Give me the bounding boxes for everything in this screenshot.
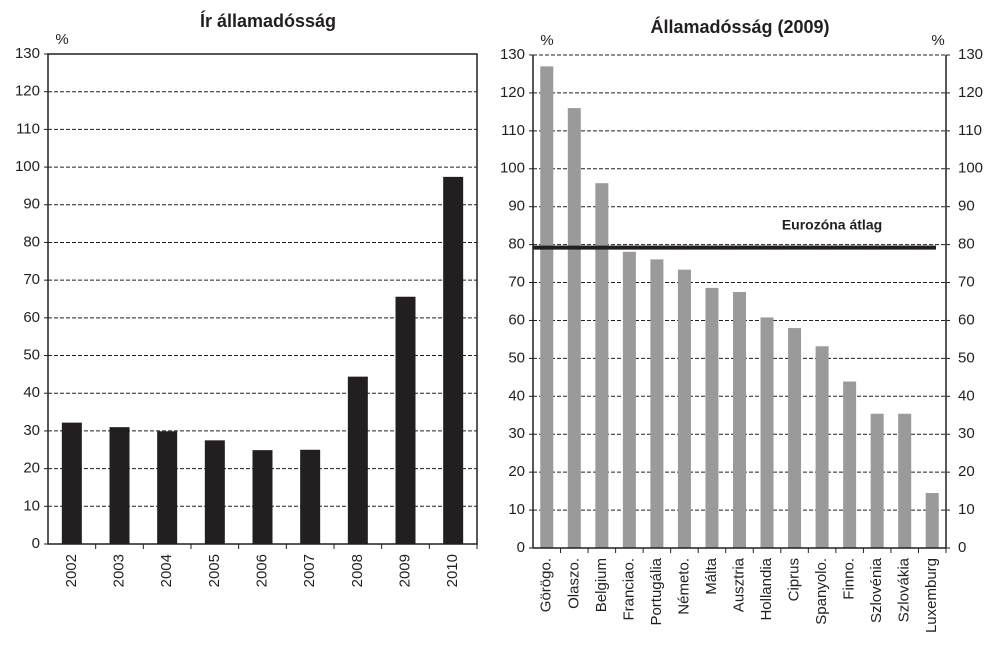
- bar: [595, 183, 609, 548]
- y-tick-label: 130: [15, 45, 40, 62]
- y2-tick-label: 50: [958, 349, 975, 366]
- y-axis-label: %: [55, 31, 68, 48]
- x-tick-label: Görögo.: [538, 558, 555, 612]
- y2-tick-label: 80: [958, 236, 975, 253]
- y-tick-label: 80: [23, 233, 40, 250]
- bar: [650, 259, 664, 548]
- y2-tick-label: 0: [958, 539, 966, 556]
- y-tick-label: 20: [508, 463, 525, 480]
- bar: [898, 413, 912, 548]
- y-tick-label: 120: [15, 83, 40, 100]
- bar: [622, 251, 636, 548]
- y2-tick-label: 110: [958, 122, 982, 139]
- bar: [843, 381, 857, 548]
- x-tick-label: 2002: [63, 554, 80, 587]
- bar: [733, 292, 746, 548]
- x-tick-label: Hollandia: [758, 557, 775, 620]
- bar: [157, 431, 178, 544]
- bar: [540, 66, 554, 548]
- y2-tick-label: 30: [958, 425, 975, 442]
- bar: [815, 346, 829, 548]
- x-tick-label: 2007: [301, 554, 318, 587]
- y-tick-label: 60: [23, 309, 40, 326]
- y2-tick-label: 120: [958, 84, 983, 101]
- chart-title: Államadósság (2009): [650, 16, 829, 37]
- x-tick-label: Németo.: [675, 558, 692, 615]
- x-tick-label: 2004: [158, 554, 175, 587]
- x-tick-label: 2006: [253, 554, 270, 587]
- y-tick-label: 40: [508, 387, 525, 404]
- annotation: Eurozóna átlag: [782, 216, 882, 232]
- chart-title: Ír államadósság: [200, 10, 336, 31]
- y-tick-label: 70: [508, 274, 525, 291]
- y2-tick-label: 130: [958, 46, 983, 63]
- bar: [677, 269, 691, 548]
- y-tick-label: 30: [23, 422, 40, 439]
- x-tick-label: 2008: [349, 554, 366, 587]
- y-axis-label: %: [540, 32, 553, 49]
- y-tick-label: 100: [15, 158, 40, 175]
- x-tick-label: 2010: [444, 554, 461, 587]
- y-tick-label: 120: [500, 84, 525, 101]
- bar: [61, 422, 82, 544]
- y-tick-label: 70: [23, 271, 40, 288]
- x-tick-label: Finno.: [841, 558, 858, 600]
- y-tick-label: 50: [508, 349, 525, 366]
- y-tick-label: 10: [508, 501, 525, 518]
- y-tick-label: 10: [23, 497, 40, 514]
- bar: [204, 440, 225, 544]
- x-tick-label: Szlovákia: [896, 557, 913, 622]
- y-tick-label: 80: [508, 236, 525, 253]
- x-tick-label: 2009: [396, 554, 413, 587]
- y2-tick-label: 40: [958, 387, 975, 404]
- y-tick-label: 50: [23, 347, 40, 364]
- bar: [252, 450, 273, 544]
- x-tick-label: Franciao.: [620, 558, 637, 621]
- y-tick-label: 0: [32, 535, 40, 552]
- y-tick-label: 100: [500, 160, 525, 177]
- y-tick-label: 0: [517, 539, 525, 556]
- y2-tick-label: 60: [958, 311, 975, 328]
- bar: [760, 317, 774, 548]
- y-tick-label: 90: [508, 198, 525, 215]
- bar: [443, 176, 464, 544]
- x-tick-label: Belgium: [593, 558, 610, 612]
- bar: [788, 328, 802, 548]
- x-tick-label: Spanyolo.: [813, 558, 830, 625]
- y-tick-label: 110: [16, 120, 40, 137]
- y-tick-label: 110: [501, 122, 525, 139]
- y-tick-label: 20: [23, 460, 40, 477]
- y2-tick-label: 70: [958, 274, 975, 291]
- bar: [925, 493, 939, 548]
- x-tick-label: 2003: [110, 554, 127, 587]
- x-tick-label: Szlovénia: [868, 557, 885, 623]
- plot-frame: [47, 53, 478, 545]
- x-tick-label: Olaszo.: [565, 558, 582, 609]
- bar: [870, 413, 884, 548]
- x-tick-label: Luxemburg: [923, 558, 940, 633]
- y-tick-label: 130: [500, 46, 525, 63]
- bar: [395, 296, 416, 544]
- bar: [567, 108, 581, 548]
- x-tick-label: Portugália: [648, 557, 665, 625]
- y-tick-label: 30: [508, 425, 525, 442]
- x-tick-label: Ciprus: [786, 558, 803, 601]
- x-tick-label: 2005: [206, 554, 223, 587]
- bar: [347, 376, 368, 544]
- x-tick-label: Málta: [703, 557, 720, 594]
- y2-axis-label: %: [931, 32, 944, 49]
- y2-tick-label: 90: [958, 198, 975, 215]
- bar: [705, 287, 719, 548]
- bar: [109, 427, 130, 544]
- y2-tick-label: 10: [958, 501, 975, 518]
- y2-tick-label: 20: [958, 463, 975, 480]
- y-tick-label: 90: [23, 196, 40, 213]
- x-tick-label: Ausztria: [730, 557, 747, 612]
- y-tick-label: 60: [508, 311, 525, 328]
- y2-tick-label: 100: [958, 160, 983, 177]
- bar: [300, 449, 321, 544]
- y-tick-label: 40: [23, 384, 40, 401]
